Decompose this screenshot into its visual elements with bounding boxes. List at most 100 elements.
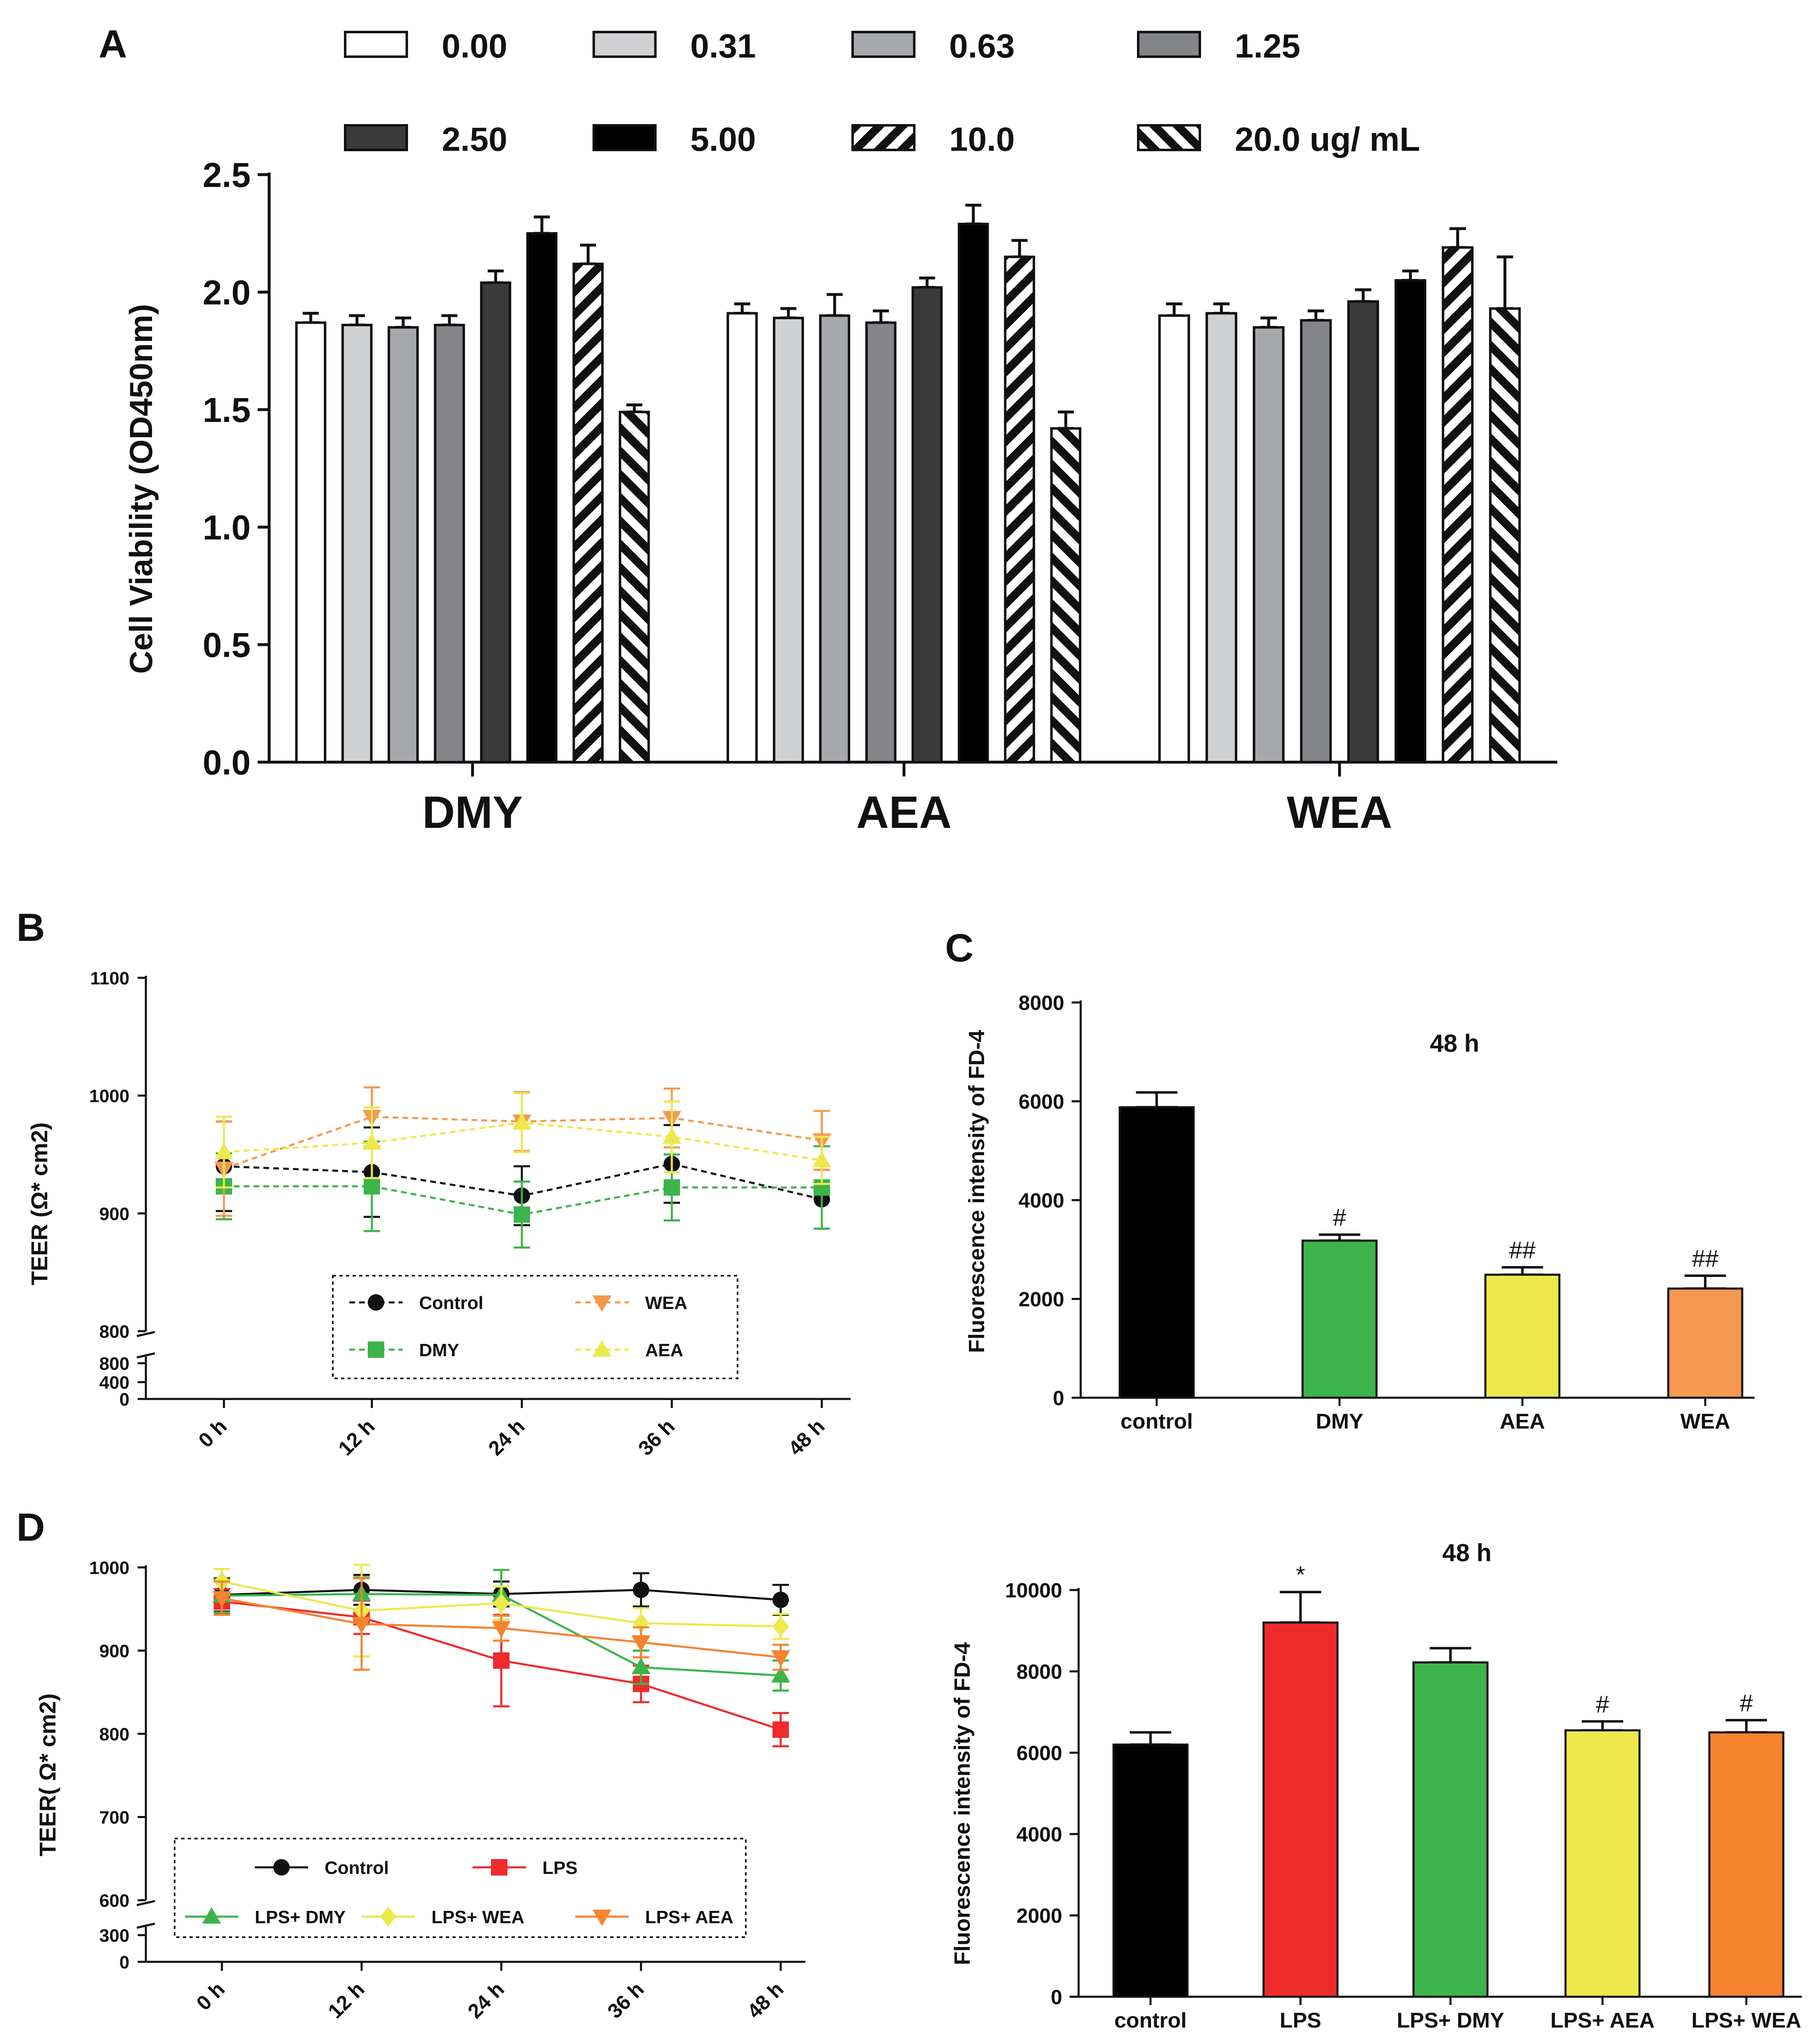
error-bar bbox=[395, 316, 411, 329]
bar-aea-0-63 bbox=[819, 314, 851, 764]
y-tick-label: 0 bbox=[120, 1390, 129, 1410]
y-tick-label: 800 bbox=[99, 1322, 129, 1342]
series-lps-aea bbox=[212, 1577, 790, 1671]
legend-marker bbox=[273, 1859, 290, 1876]
bar-wea-0-63 bbox=[1252, 326, 1285, 763]
error-bar bbox=[441, 314, 458, 327]
legend-label-lps-wea: LPS+ WEA bbox=[431, 1907, 524, 1927]
legend-label-lps: LPS bbox=[542, 1858, 578, 1878]
bar-dmy-10-0 bbox=[572, 263, 604, 763]
panel-label-d: D bbox=[16, 1505, 45, 1549]
y-tick-label: 600 bbox=[99, 1891, 129, 1911]
bar-dmy-0-00 bbox=[295, 321, 327, 763]
y-tick-label: 2.5 bbox=[203, 156, 251, 194]
x-tick-label: 12 h bbox=[334, 1415, 379, 1460]
panel-b-series bbox=[214, 1086, 831, 1249]
point-aea-3 bbox=[662, 1127, 681, 1144]
point-lps-aea-1 bbox=[352, 1617, 371, 1634]
error-bar bbox=[1501, 1266, 1543, 1276]
legend-swatch bbox=[593, 124, 657, 151]
bar-aea-0-31 bbox=[772, 316, 804, 763]
point-aea-0 bbox=[214, 1143, 233, 1159]
error-bar bbox=[826, 293, 843, 317]
panel-e-ylabel: Fluorescence intensity of FD-4 bbox=[950, 1642, 975, 1965]
error-bar bbox=[1260, 316, 1277, 329]
y-tick-label: 2.0 bbox=[203, 273, 251, 312]
point-lps-aea-4 bbox=[771, 1650, 790, 1667]
legend-label-0-31: 0.31 bbox=[690, 28, 756, 65]
legend-marker bbox=[368, 1341, 384, 1358]
x-tick-label: 0 h bbox=[192, 1977, 229, 2015]
panel-label-b: B bbox=[16, 906, 45, 949]
legend-label-control: Control bbox=[419, 1293, 483, 1313]
bar-aea-1-25 bbox=[865, 321, 897, 763]
panel-e-bars: * # # bbox=[1112, 1562, 1785, 1998]
bar-wea-0-31 bbox=[1205, 312, 1238, 763]
panel-b-ylabel: TEER (Ω* cm2) bbox=[26, 1122, 52, 1286]
bar-wea-0-00 bbox=[1158, 314, 1190, 764]
category-label-aea: AEA bbox=[1500, 1410, 1545, 1433]
legend-box bbox=[174, 1838, 747, 1938]
point-dmy-3 bbox=[664, 1179, 680, 1196]
legend-marker bbox=[380, 1907, 397, 1926]
legend-label-20-0-ug-ml: 20.0 ug/ mL bbox=[1235, 121, 1420, 158]
panel-d-ylabel: TEER( Ω* cm2) bbox=[35, 1694, 60, 1857]
point-lps-aea-2 bbox=[492, 1621, 511, 1638]
point-lps-aea-0 bbox=[212, 1591, 231, 1608]
category-label-lps-wea: LPS+ WEA bbox=[1691, 2009, 1801, 2032]
y-tick-label: 900 bbox=[99, 1204, 129, 1224]
point-lps-wea-2 bbox=[493, 1593, 510, 1613]
point-lps-aea-3 bbox=[632, 1635, 650, 1652]
legend-swatch bbox=[593, 31, 657, 58]
panel-c-axes: 0 2000 4000 6000 8000 control DMY AEA WEA bbox=[1019, 991, 1755, 1433]
panel-d-series bbox=[212, 1564, 790, 1747]
point-lps-wea-4 bbox=[772, 1616, 789, 1636]
panel-label-c: C bbox=[945, 926, 973, 970]
point-aea-4 bbox=[812, 1151, 831, 1168]
category-label-lps-aea: LPS+ AEA bbox=[1550, 2009, 1655, 2032]
error-bar bbox=[487, 270, 504, 284]
error-bar bbox=[1058, 410, 1074, 430]
point-dmy-2 bbox=[514, 1206, 530, 1223]
error-bar bbox=[1166, 302, 1183, 317]
legend-swatch bbox=[851, 124, 915, 151]
error-bar bbox=[1496, 255, 1513, 310]
y-tick-label: 800 bbox=[99, 1724, 129, 1744]
error-bar bbox=[1430, 1647, 1471, 1664]
y-tick-label: 0 bbox=[1053, 1387, 1064, 1410]
error-bar bbox=[1355, 288, 1372, 303]
panel-e-axes: 0 2000 4000 6000 8000 10000 control LPS LPS+ DMY… bbox=[1005, 1579, 1802, 2032]
bar-control bbox=[1112, 1743, 1189, 1998]
bar-aea-5-00 bbox=[957, 223, 989, 763]
axis-break-mark bbox=[136, 1352, 155, 1359]
legend-marker bbox=[593, 1295, 611, 1312]
bar-lps bbox=[1262, 1621, 1339, 1998]
panel-c-bars: ### ## bbox=[1118, 1091, 1743, 1399]
error-bar bbox=[965, 203, 982, 226]
category-label-lps-dmy: LPS+ DMY bbox=[1397, 2009, 1504, 2032]
error-bar bbox=[1725, 1719, 1767, 1734]
y-tick-label: 8000 bbox=[1019, 991, 1064, 1014]
legend-marker bbox=[593, 1910, 611, 1926]
y-tick-label: 1.0 bbox=[203, 508, 251, 547]
legend-box bbox=[332, 1275, 738, 1379]
panel-c-ylabel: Fluorescence intensity of FD-4 bbox=[964, 1030, 989, 1353]
point-lps-dmy-3 bbox=[632, 1658, 650, 1674]
legend-label-lps-aea: LPS+ AEA bbox=[645, 1907, 733, 1927]
x-tick-label: 36 h bbox=[603, 1977, 648, 2023]
panel-e-bar-chart: 0 2000 4000 6000 8000 10000 control LPS LPS+ DMY… bbox=[950, 1539, 1802, 2032]
panel-b-legend: Control DMY WEA AEA bbox=[332, 1275, 738, 1379]
bar-lps-aea bbox=[1564, 1729, 1641, 1998]
y-tick-label: 800 bbox=[99, 1354, 129, 1374]
point-aea-2 bbox=[512, 1113, 531, 1130]
y-tick-label: 2000 bbox=[1017, 1904, 1062, 1927]
point-control-4 bbox=[772, 1591, 789, 1608]
axis-break-mark bbox=[136, 1900, 155, 1906]
legend-label-1-25: 1.25 bbox=[1235, 28, 1300, 65]
y-tick-label: 900 bbox=[99, 1641, 129, 1661]
bar-dmy-0-63 bbox=[387, 326, 419, 763]
error-bar bbox=[534, 215, 550, 235]
point-lps-2 bbox=[493, 1652, 510, 1669]
